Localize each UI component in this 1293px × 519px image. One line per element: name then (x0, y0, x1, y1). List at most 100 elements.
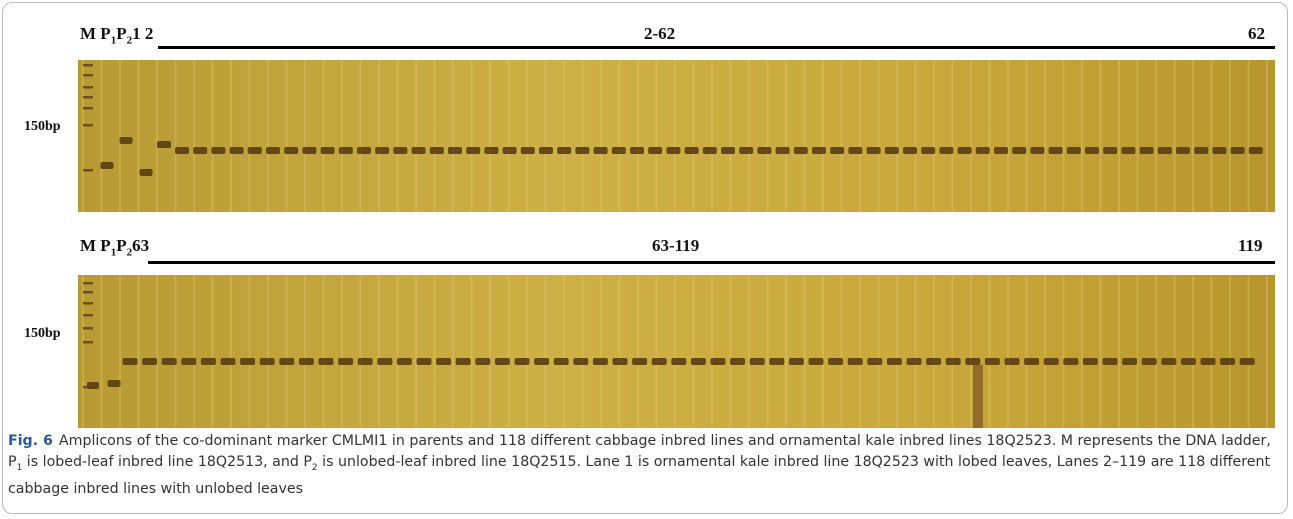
ladder-band (83, 291, 93, 294)
band (867, 358, 883, 365)
lane-streak (1192, 275, 1194, 428)
band (377, 358, 393, 365)
band (1012, 147, 1027, 154)
band (416, 358, 432, 365)
band (338, 358, 354, 365)
ladder-band (83, 124, 93, 127)
band (448, 147, 462, 154)
band (87, 382, 99, 389)
band (553, 358, 569, 365)
lane-streak (563, 60, 565, 212)
lane-streak (674, 275, 676, 428)
lane-streak (1118, 60, 1120, 212)
band (247, 147, 262, 154)
lane-streak (748, 60, 750, 212)
marker-label: 150bp (24, 119, 61, 134)
band (539, 147, 553, 154)
band (1230, 147, 1245, 154)
lane-streak (248, 275, 251, 428)
lane-streak (785, 275, 787, 428)
band (455, 358, 471, 365)
lane-labels: M P1P21 2 (80, 24, 153, 46)
lane-streak (1266, 275, 1268, 428)
band (484, 147, 499, 154)
lane-streak (507, 60, 510, 212)
lane-streak (785, 60, 787, 212)
ladder-band (83, 282, 93, 285)
band (240, 358, 256, 365)
lane-streak (637, 60, 639, 212)
lane-streak (877, 60, 880, 212)
lane-streak (692, 275, 695, 428)
lane-streak (156, 60, 158, 212)
lane-streak (803, 275, 806, 428)
lane-label: P (100, 236, 111, 255)
band (502, 147, 517, 154)
band (107, 380, 121, 387)
band (630, 147, 644, 154)
lane-streak (1081, 60, 1083, 212)
lane-streak (1007, 275, 1009, 428)
caption: Fig. 6 Amplicons of the co-dominant marke… (8, 431, 1278, 500)
lane-streak (174, 60, 177, 212)
band (181, 358, 197, 365)
band (884, 147, 899, 154)
caption-text: 1 (16, 462, 23, 473)
lane-streak (285, 60, 288, 212)
band (119, 137, 133, 144)
band (1248, 147, 1263, 154)
lane-label: P (116, 24, 127, 43)
band (808, 358, 824, 365)
lane-streak (822, 275, 824, 428)
band (494, 358, 510, 365)
band (1122, 358, 1138, 365)
band (514, 358, 530, 365)
lane-streak (1062, 60, 1065, 212)
ladder-band (83, 327, 93, 330)
lane-streak (951, 60, 954, 212)
band (357, 147, 371, 154)
lane-streak (600, 275, 602, 428)
band (739, 147, 754, 154)
lane-streak (119, 60, 121, 212)
lane-streak (896, 275, 898, 428)
lane-streak (692, 60, 695, 212)
ladder-band (83, 86, 93, 89)
band (906, 358, 922, 365)
band (534, 358, 550, 365)
band (220, 358, 236, 365)
marker-label: 150bp (24, 326, 61, 341)
lane-streak (1210, 275, 1213, 428)
band (984, 358, 1000, 365)
lane-streak (822, 60, 824, 212)
band (648, 147, 663, 154)
lane-streak (267, 60, 269, 212)
lane-streak (766, 60, 769, 212)
lane-streak (100, 60, 103, 212)
caption-text: is lobed-leaf inbred line 18Q2513, and P (22, 454, 312, 470)
lane-streak (1099, 275, 1102, 428)
band (142, 358, 158, 365)
lane-label: P (116, 236, 127, 255)
lane-label: 63 (132, 236, 150, 255)
lane-streak (1025, 60, 1028, 212)
band (1024, 358, 1040, 365)
band (1066, 147, 1081, 154)
lane-streak (877, 275, 880, 428)
lane-streak (1044, 275, 1046, 428)
range-bar (148, 261, 1275, 264)
lane-label: 1 (132, 24, 141, 43)
lane-streak (489, 275, 491, 428)
lane-streak (341, 275, 343, 428)
lane-label: 1 (110, 246, 117, 259)
band (975, 147, 990, 154)
lane-streak (729, 60, 732, 212)
lane-streak (378, 275, 380, 428)
lane-streak (193, 275, 195, 428)
band (1103, 147, 1118, 154)
lane-streak (914, 60, 917, 212)
lane-streak (544, 275, 547, 428)
ladder-band (83, 107, 93, 110)
band (157, 141, 171, 148)
lane-streak (655, 275, 658, 428)
